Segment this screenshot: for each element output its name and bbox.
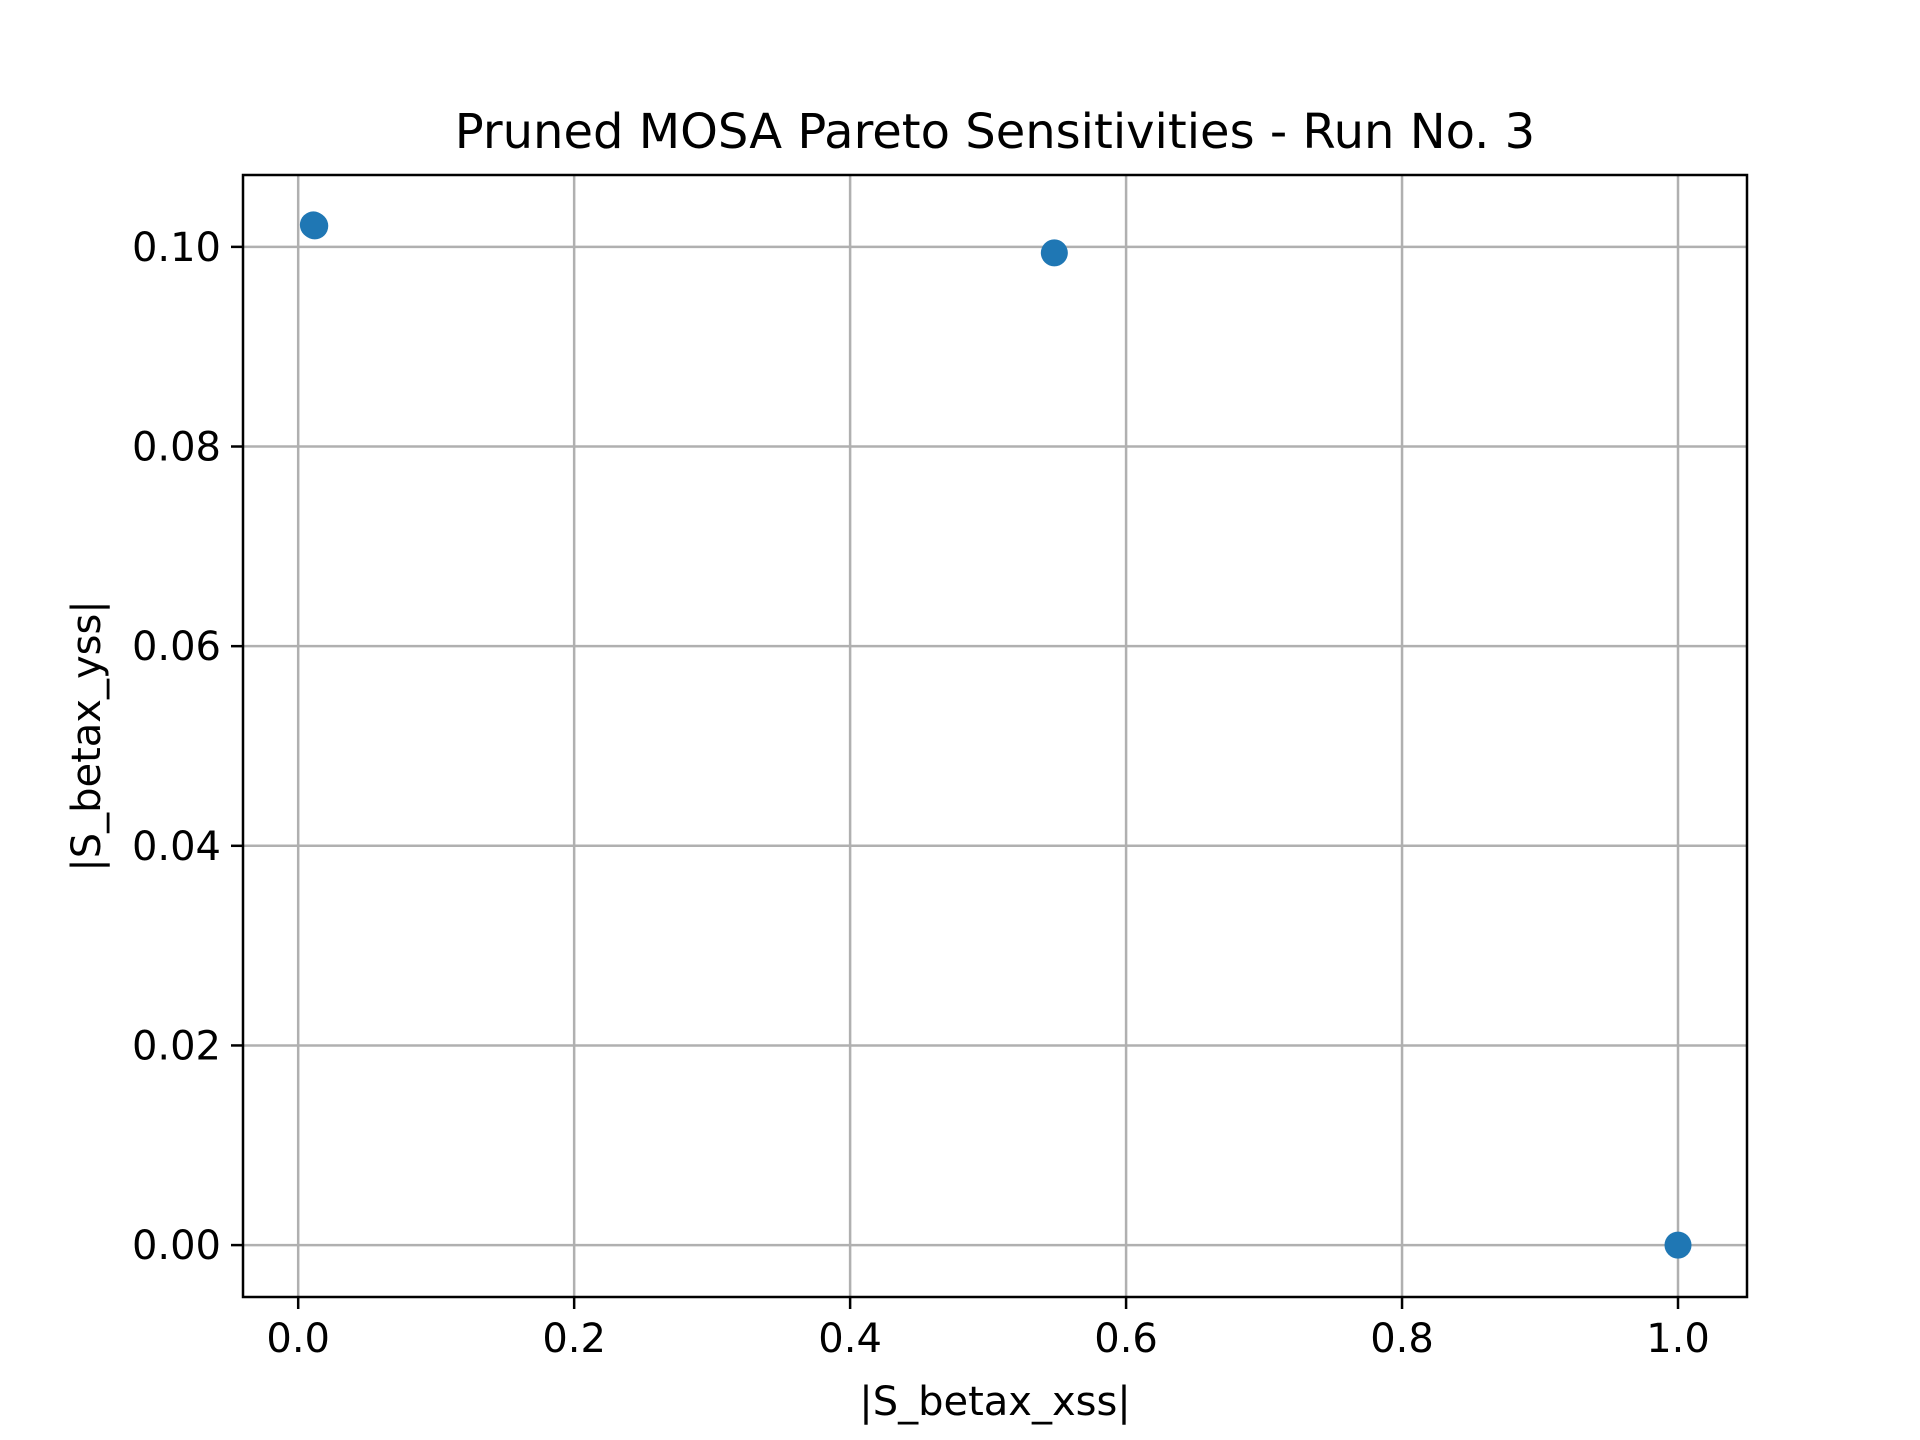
x-tick-label: 0.4: [818, 1316, 882, 1362]
y-tick-label: 0.08: [132, 425, 221, 471]
scatter-point: [1664, 1231, 1692, 1259]
data-points: [299, 211, 1692, 1259]
y-tick-label: 0.06: [132, 624, 221, 670]
y-tick-label: 0.00: [132, 1223, 221, 1269]
x-tick-label: 1.0: [1646, 1316, 1710, 1362]
scatter-point: [1040, 239, 1068, 267]
x-axis-label: |S_betax_xss|: [859, 1379, 1131, 1425]
y-tick-label: 0.02: [132, 1023, 221, 1069]
x-tick-label: 0.0: [266, 1316, 330, 1362]
x-tick-label: 0.6: [1094, 1316, 1158, 1362]
y-axis-label: |S_betax_yss|: [64, 600, 110, 872]
y-tick-label: 0.10: [132, 225, 221, 271]
chart-title: Pruned MOSA Pareto Sensitivities - Run N…: [455, 104, 1535, 160]
axis-ticks: 0.0 0.2 0.4 0.6 0.8 1.0 0.00 0.02 0.04 0.06 0.08 0.…: [132, 225, 1710, 1362]
x-tick-label: 0.8: [1370, 1316, 1434, 1362]
y-tick-label: 0.04: [132, 824, 221, 870]
grid-lines: [243, 175, 1747, 1297]
scatter-point: [301, 212, 329, 240]
plot-frame: [241, 173, 1749, 1299]
x-tick-label: 0.2: [542, 1316, 606, 1362]
